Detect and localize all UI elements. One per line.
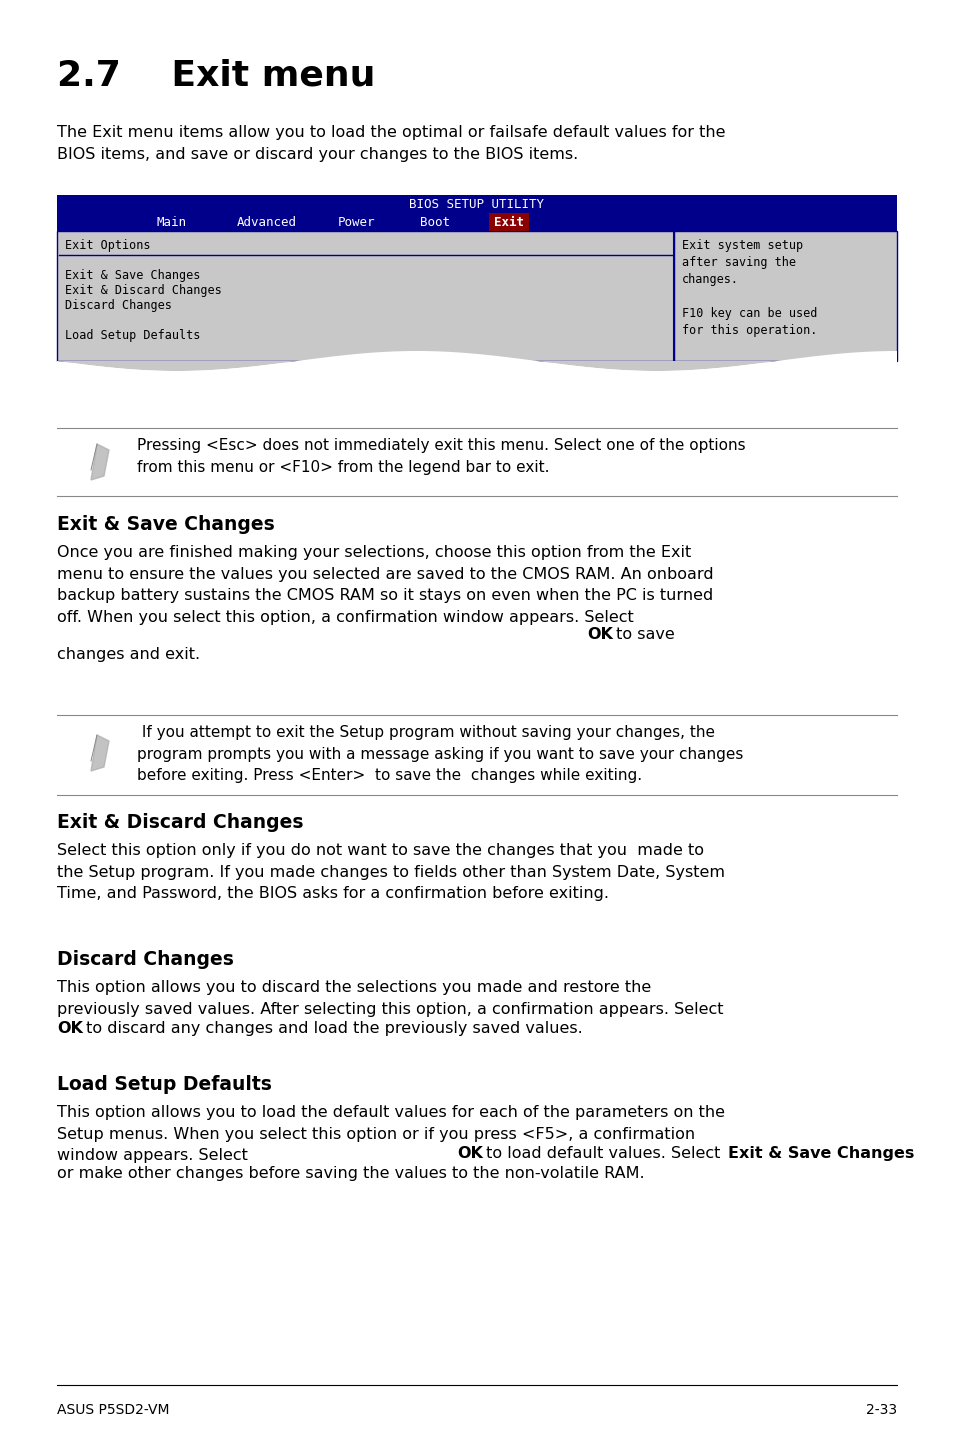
Text: Load Setup Defaults: Load Setup Defaults (57, 1076, 272, 1094)
Polygon shape (91, 444, 109, 480)
Text: or make other changes before saving the values to the non-volatile RAM.: or make other changes before saving the … (57, 1166, 644, 1181)
Text: If you attempt to exit the Setup program without saving your changes, the
progra: If you attempt to exit the Setup program… (137, 725, 742, 784)
Text: Exit & Save Changes: Exit & Save Changes (57, 515, 274, 533)
Text: Main: Main (157, 216, 187, 229)
Text: ASUS P5SD2-VM: ASUS P5SD2-VM (57, 1403, 170, 1416)
Text: Select this option only if you do not want to save the changes that you  made to: Select this option only if you do not wa… (57, 843, 724, 902)
Text: Boot: Boot (419, 216, 450, 229)
Text: Exit & Discard Changes: Exit & Discard Changes (65, 283, 221, 298)
Text: 2-33: 2-33 (865, 1403, 896, 1416)
Text: OK: OK (456, 1146, 482, 1160)
Polygon shape (57, 351, 896, 371)
Polygon shape (57, 351, 896, 375)
Text: Exit Options: Exit Options (65, 239, 151, 252)
Text: Exit system setup
after saving the
changes.

F10 key can be used
for this operat: Exit system setup after saving the chang… (681, 239, 817, 336)
FancyBboxPatch shape (57, 213, 896, 232)
FancyBboxPatch shape (489, 213, 529, 232)
Text: to load default values. Select: to load default values. Select (480, 1146, 724, 1160)
Text: to save: to save (610, 627, 674, 641)
FancyBboxPatch shape (673, 232, 896, 361)
Text: OK: OK (57, 1021, 83, 1035)
Text: Exit & Save Changes: Exit & Save Changes (727, 1146, 913, 1160)
Polygon shape (91, 735, 109, 771)
Text: Discard Changes: Discard Changes (57, 951, 233, 969)
Text: BIOS SETUP UTILITY: BIOS SETUP UTILITY (409, 197, 544, 210)
Text: The Exit menu items allow you to load the optimal or failsafe default values for: The Exit menu items allow you to load th… (57, 125, 724, 161)
FancyBboxPatch shape (57, 196, 896, 213)
Text: Once you are finished making your selections, choose this option from the Exit
m: Once you are finished making your select… (57, 545, 713, 624)
Text: Advanced: Advanced (236, 216, 296, 229)
Text: This option allows you to load the default values for each of the parameters on : This option allows you to load the defau… (57, 1104, 724, 1163)
FancyBboxPatch shape (57, 232, 673, 361)
Text: Exit: Exit (494, 216, 523, 229)
Text: OK: OK (586, 627, 612, 641)
Text: to discard any changes and load the previously saved values.: to discard any changes and load the prev… (81, 1021, 582, 1035)
Text: changes and exit.: changes and exit. (57, 647, 200, 661)
Text: This option allows you to discard the selections you made and restore the
previo: This option allows you to discard the se… (57, 981, 722, 1038)
Text: Exit & Save Changes: Exit & Save Changes (65, 269, 200, 282)
Text: Discard Changes: Discard Changes (65, 299, 172, 312)
Text: 2.7    Exit menu: 2.7 Exit menu (57, 58, 375, 92)
Text: Load Setup Defaults: Load Setup Defaults (65, 329, 200, 342)
Text: Exit & Discard Changes: Exit & Discard Changes (57, 812, 303, 833)
Text: Pressing <Esc> does not immediately exit this menu. Select one of the options
fr: Pressing <Esc> does not immediately exit… (137, 439, 745, 475)
Text: Power: Power (338, 216, 375, 229)
